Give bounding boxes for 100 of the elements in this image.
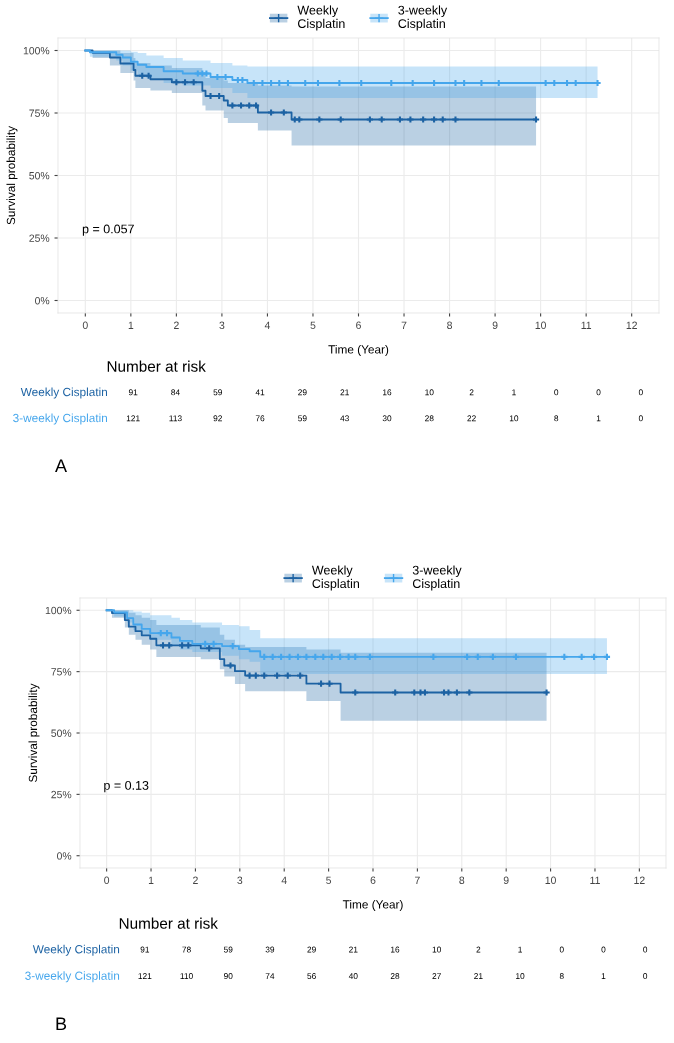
text: 8	[559, 973, 564, 979]
point	[145, 72, 152, 79]
text: 0	[643, 946, 648, 953]
text: 43	[340, 415, 349, 422]
point	[274, 672, 281, 679]
legend-label: Weekly Cisplatin	[311, 565, 359, 591]
x-tick-label: 4	[264, 321, 271, 329]
point	[278, 653, 285, 661]
point	[296, 116, 303, 123]
x-tick-label: 5	[310, 321, 316, 329]
x-tick-label: 7	[401, 321, 407, 329]
point	[173, 79, 180, 86]
x-tick-label: 9	[503, 876, 509, 884]
point	[590, 653, 598, 661]
point	[280, 109, 287, 116]
point	[316, 116, 323, 123]
x-axis-title: Time (Year)	[328, 344, 389, 356]
text: 0	[638, 415, 643, 422]
point	[345, 653, 352, 661]
text: 1	[601, 973, 606, 979]
y-tick-label: 100%	[45, 606, 72, 615]
point	[312, 653, 319, 661]
x-tick-label: 6	[370, 876, 376, 884]
text: Number at risk	[119, 917, 218, 929]
point	[202, 640, 209, 648]
text: 0	[638, 389, 643, 396]
text: 40	[348, 973, 358, 979]
text: 110	[180, 973, 193, 979]
x-tick-label: 11	[581, 321, 592, 329]
x-tick-label: 8	[447, 321, 452, 329]
text: 16	[383, 389, 392, 396]
point	[252, 672, 259, 679]
text: 91	[140, 946, 150, 953]
point	[420, 116, 427, 123]
text: 59	[298, 415, 307, 422]
text: 29	[307, 946, 316, 953]
point	[179, 642, 186, 649]
y-tick-label: 75%	[29, 109, 50, 117]
point	[297, 672, 304, 679]
point	[203, 70, 210, 77]
point	[366, 116, 373, 123]
text: 56	[307, 973, 316, 979]
x-tick-label: 2	[174, 321, 179, 329]
text: 29	[298, 389, 307, 396]
text: 39	[265, 946, 275, 953]
y-axis-title: Survival probability	[28, 683, 40, 782]
x-tick-label: 12	[626, 321, 637, 329]
text: 1	[596, 415, 601, 422]
text: 92	[213, 415, 222, 422]
text: 121	[126, 415, 140, 422]
text: 1	[512, 389, 516, 396]
y-tick-label: 50%	[51, 729, 72, 737]
point	[430, 653, 437, 661]
text: 90	[223, 973, 233, 979]
annotation: p = 0.057	[82, 224, 134, 236]
y-tick-label: 0%	[57, 852, 72, 860]
x-tick-label: 12	[634, 876, 645, 884]
point	[227, 662, 234, 669]
point	[246, 672, 253, 679]
point	[237, 102, 245, 109]
point	[337, 653, 344, 661]
point	[352, 653, 359, 661]
y-tick-label: 25%	[51, 790, 72, 799]
text: 0	[559, 946, 564, 953]
point	[561, 653, 568, 661]
legend-label: 3-weekly Cisplatin	[412, 565, 462, 591]
point	[452, 116, 459, 123]
point	[439, 116, 446, 123]
y-tick-label: 100%	[23, 47, 50, 55]
point	[407, 116, 414, 123]
point	[261, 653, 268, 661]
x-tick-label: 8	[459, 876, 465, 884]
point	[512, 653, 520, 661]
x-tick-label: 10	[545, 876, 556, 884]
text: 59	[213, 389, 223, 396]
y-tick-label: 25%	[29, 234, 50, 242]
point	[378, 116, 385, 123]
text: Number at risk	[107, 360, 206, 372]
text: 0	[554, 389, 559, 396]
point	[421, 689, 429, 696]
point	[352, 689, 359, 696]
point	[430, 116, 438, 123]
text: 78	[182, 946, 191, 953]
text: 113	[169, 415, 182, 422]
category-label: 3-weekly Cisplatin	[25, 971, 120, 983]
point	[337, 116, 344, 123]
point	[166, 642, 173, 649]
point	[445, 689, 452, 696]
point	[269, 653, 276, 661]
text: 2	[476, 946, 481, 953]
point	[284, 672, 291, 679]
point	[603, 653, 611, 661]
text: 21	[474, 973, 483, 979]
point	[489, 653, 496, 661]
text: 59	[223, 946, 233, 953]
point	[246, 102, 253, 109]
text: 0	[601, 946, 606, 953]
point	[543, 689, 550, 696]
text: 10	[516, 973, 525, 979]
legend-label: 3-weekly Cisplatin	[398, 5, 448, 31]
